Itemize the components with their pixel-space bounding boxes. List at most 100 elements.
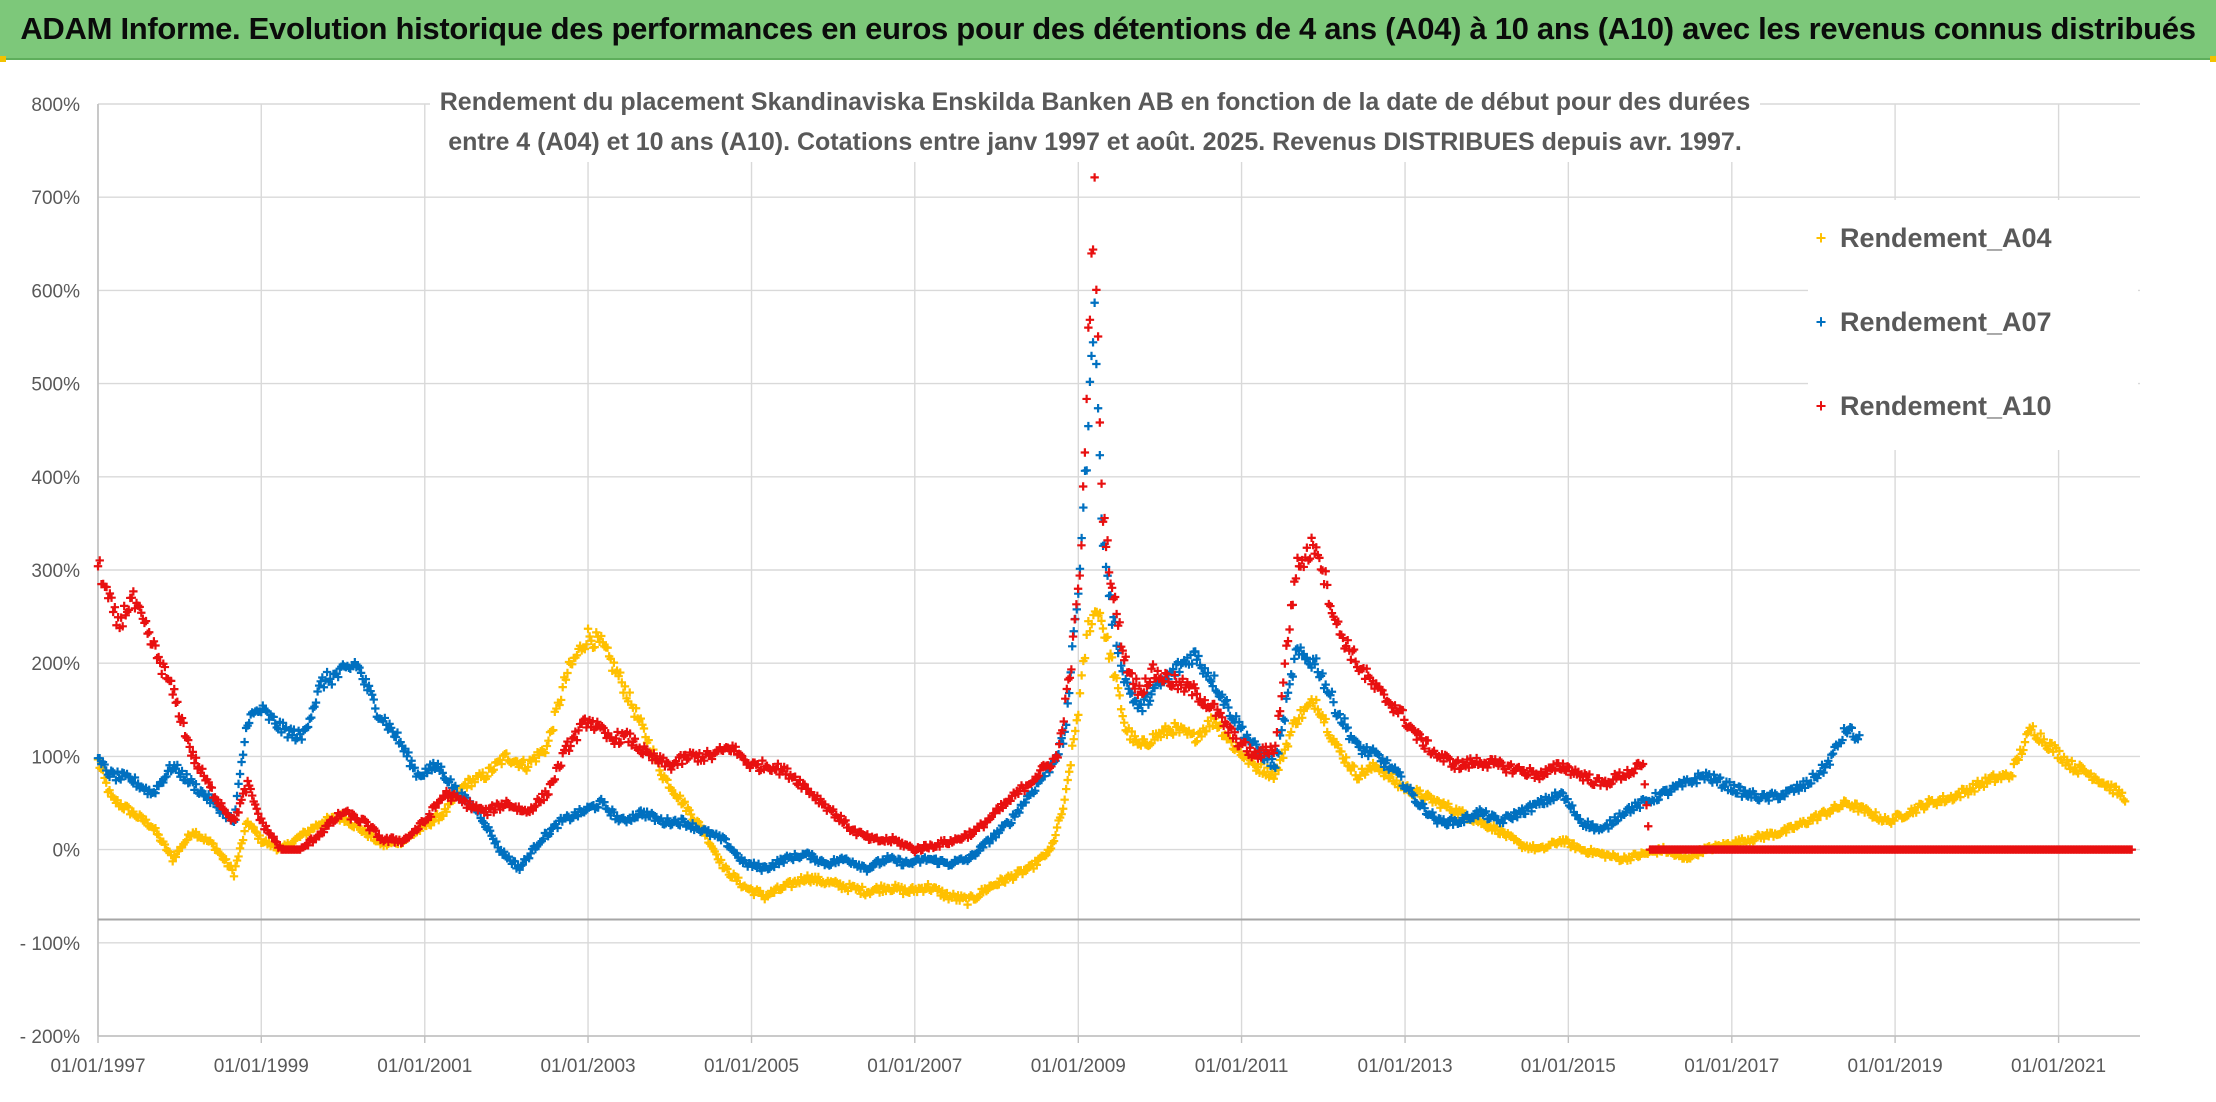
data-point [207, 783, 217, 792]
data-point [218, 804, 228, 813]
data-point [229, 872, 239, 881]
data-point [1088, 338, 1098, 347]
data-point [1439, 757, 1448, 766]
data-point [1058, 804, 1068, 813]
data-point [841, 816, 850, 825]
data-point [141, 815, 151, 824]
data-point [1585, 770, 1594, 779]
data-point [1271, 763, 1280, 772]
data-point [1080, 653, 1090, 663]
data-point [154, 830, 163, 839]
data-point [1890, 816, 1899, 825]
data-point [173, 697, 182, 707]
data-point [1088, 245, 1098, 254]
data-point [1852, 799, 1861, 809]
data-point [1285, 625, 1294, 634]
data-point [1775, 794, 1785, 803]
data-point [636, 714, 646, 723]
data-point [1412, 735, 1421, 744]
data-point [114, 773, 124, 783]
data-point [1082, 466, 1091, 475]
data-point [1192, 736, 1202, 746]
data-point [1847, 723, 1856, 733]
y-tick-label: - 100% [20, 934, 80, 955]
data-point [1321, 714, 1330, 724]
y-tick-label: 100% [31, 747, 80, 768]
data-point [814, 872, 823, 882]
data-point [1153, 666, 1162, 676]
data-point [483, 772, 492, 781]
data-point [2073, 769, 2083, 778]
data-point [1423, 736, 1432, 745]
data-point [462, 783, 472, 792]
data-point [614, 739, 624, 748]
data-point [693, 816, 702, 826]
data-point [1346, 655, 1356, 665]
data-point [587, 636, 596, 645]
header-banner: ADAM Informe. Evolution historique des p… [0, 0, 2216, 60]
data-point [348, 809, 357, 818]
data-point [1093, 404, 1103, 413]
data-point [1222, 695, 1231, 705]
data-point [130, 773, 140, 782]
data-point [1987, 772, 1996, 781]
data-point [1607, 779, 1616, 788]
data-point [313, 687, 322, 696]
data-point [1855, 730, 1864, 740]
data-point [235, 844, 245, 853]
data-point [1115, 618, 1124, 627]
data-point [238, 835, 248, 845]
data-point [1481, 807, 1491, 816]
data-point [1055, 739, 1064, 749]
data-point [289, 725, 299, 734]
data-point [1409, 791, 1418, 800]
data-point [816, 794, 825, 804]
data-point [154, 652, 163, 662]
data-point [261, 821, 271, 831]
data-point [1341, 641, 1351, 651]
data-point [1097, 616, 1106, 626]
data-point [1828, 749, 1838, 758]
data-point [129, 587, 138, 596]
data-point [1813, 815, 1822, 825]
data-point [1064, 675, 1073, 684]
data-point [1061, 694, 1070, 703]
data-point [905, 888, 914, 897]
data-point [319, 683, 329, 692]
data-point [1184, 682, 1194, 692]
data-point [1474, 811, 1483, 821]
data-point [412, 826, 422, 835]
data-point [1642, 800, 1651, 810]
data-point [1335, 709, 1344, 719]
data-point [1107, 583, 1117, 593]
data-point [1085, 377, 1095, 387]
data-point [1390, 701, 1400, 710]
data-point [1498, 818, 1508, 828]
data-point [1144, 700, 1153, 709]
data-point [1129, 679, 1138, 689]
data-point [1205, 675, 1214, 684]
data-point [875, 860, 884, 869]
data-point [1213, 688, 1222, 697]
x-tick-label: 01/01/2003 [540, 1056, 635, 1077]
data-point [1420, 803, 1429, 813]
data-point [1279, 678, 1288, 687]
data-point [1379, 690, 1389, 699]
data-point [1104, 568, 1114, 577]
data-point [963, 900, 972, 909]
data-point [1007, 818, 1016, 828]
data-point [974, 846, 983, 856]
data-point [1459, 760, 1469, 770]
data-point [1061, 784, 1071, 794]
data-point [1386, 699, 1395, 708]
data-point [516, 861, 526, 870]
data-point [1629, 769, 1638, 778]
data-point [217, 850, 226, 859]
data-point [1245, 743, 1255, 752]
data-point [1206, 677, 1216, 686]
data-point [1136, 700, 1146, 710]
data-point [1130, 684, 1140, 693]
x-tick-label: 01/01/2017 [1684, 1056, 1779, 1077]
data-point [485, 826, 495, 835]
data-point [1506, 831, 1516, 840]
